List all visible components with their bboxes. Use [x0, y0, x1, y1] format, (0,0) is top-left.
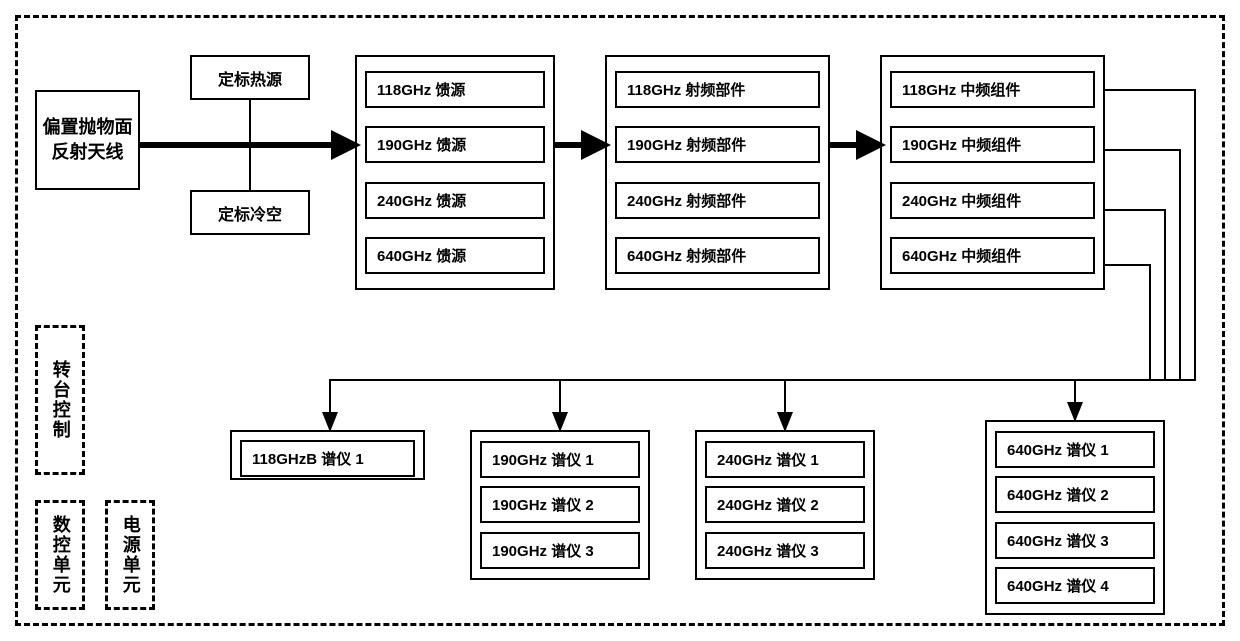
rf-item: 190GHz 射频部件	[615, 126, 820, 163]
nc-unit-label: 数控单元	[48, 515, 71, 595]
spec-item: 190GHz 谱仪 1	[480, 441, 640, 478]
feed-item: 240GHz 馈源	[365, 182, 545, 219]
feed-item: 118GHz 馈源	[365, 71, 545, 108]
feed-item: 190GHz 馈源	[365, 126, 545, 163]
spec640-group: 640GHz 谱仪 1 640GHz 谱仪 2 640GHz 谱仪 3 640G…	[985, 420, 1165, 615]
if-item: 240GHz 中频组件	[890, 182, 1095, 219]
cal-cold-box: 定标冷空	[190, 190, 310, 235]
power-unit-box: 电源单元	[105, 500, 155, 610]
spec-item: 240GHz 谱仪 2	[705, 486, 865, 523]
spec-item: 640GHz 谱仪 1	[995, 431, 1155, 468]
turntable-label: 转台控制	[48, 360, 71, 440]
rf-item: 240GHz 射频部件	[615, 182, 820, 219]
spec240-group: 240GHz 谱仪 1 240GHz 谱仪 2 240GHz 谱仪 3	[695, 430, 875, 580]
spec-item: 640GHz 谱仪 2	[995, 476, 1155, 513]
if-group: 118GHz 中频组件 190GHz 中频组件 240GHz 中频组件 640G…	[880, 55, 1105, 290]
if-item: 118GHz 中频组件	[890, 71, 1095, 108]
antenna-label: 偏置抛物面反射天线	[41, 115, 134, 165]
rf-item: 118GHz 射频部件	[615, 71, 820, 108]
nc-unit-box: 数控单元	[35, 500, 85, 610]
cal-hot-box: 定标热源	[190, 55, 310, 100]
antenna-box: 偏置抛物面反射天线	[35, 90, 140, 190]
power-unit-label: 电源单元	[118, 515, 141, 595]
spec-item: 240GHz 谱仪 1	[705, 441, 865, 478]
spec-item: 640GHz 谱仪 3	[995, 522, 1155, 559]
feed-group: 118GHz 馈源 190GHz 馈源 240GHz 馈源 640GHz 馈源	[355, 55, 555, 290]
cal-hot-label: 定标热源	[218, 66, 282, 90]
spec-item: 240GHz 谱仪 3	[705, 532, 865, 569]
spec190-group: 190GHz 谱仪 1 190GHz 谱仪 2 190GHz 谱仪 3	[470, 430, 650, 580]
spec-item: 640GHz 谱仪 4	[995, 567, 1155, 604]
cal-cold-label: 定标冷空	[218, 201, 282, 225]
spec-item: 118GHzB 谱仪 1	[240, 440, 415, 477]
diagram-canvas: 偏置抛物面反射天线 定标热源 定标冷空 118GHz 馈源 190GHz 馈源 …	[0, 0, 1240, 641]
rf-group: 118GHz 射频部件 190GHz 射频部件 240GHz 射频部件 640G…	[605, 55, 830, 290]
if-item: 190GHz 中频组件	[890, 126, 1095, 163]
spec-item: 190GHz 谱仪 2	[480, 486, 640, 523]
spec118-group: 118GHzB 谱仪 1	[230, 430, 425, 480]
rf-item: 640GHz 射频部件	[615, 237, 820, 274]
spec-item: 190GHz 谱仪 3	[480, 532, 640, 569]
turntable-box: 转台控制	[35, 325, 85, 475]
if-item: 640GHz 中频组件	[890, 237, 1095, 274]
feed-item: 640GHz 馈源	[365, 237, 545, 274]
